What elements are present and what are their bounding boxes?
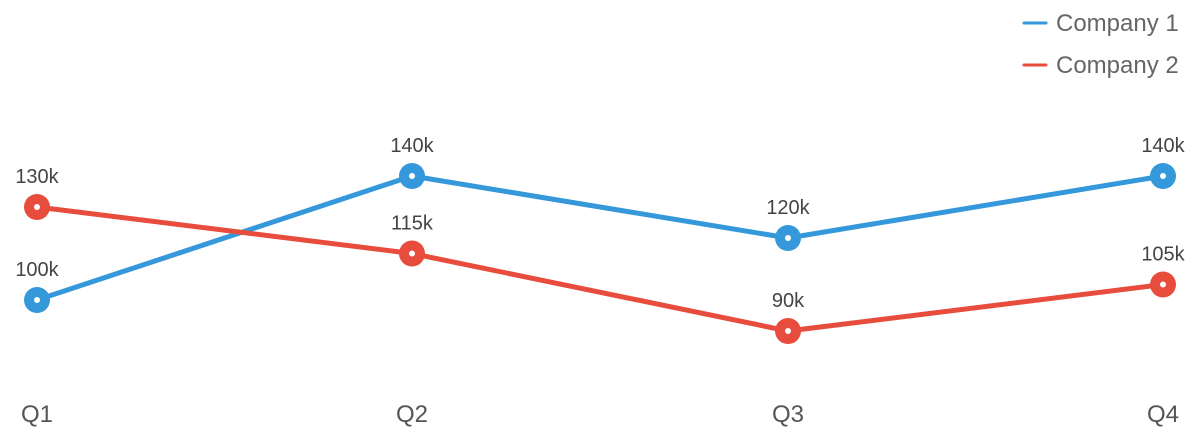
data-point-center xyxy=(409,173,415,179)
data-label-company-1-q2: 140k xyxy=(390,135,434,157)
data-label-company-2-q2: 115k xyxy=(391,213,434,235)
data-label-company-1-q4: 140k xyxy=(1141,135,1185,157)
x-axis: Q1 Q2 Q3 Q4 xyxy=(21,401,1179,428)
data-point-center xyxy=(785,235,791,241)
legend-label-company-1: Company 1 xyxy=(1056,10,1179,37)
legend: Company 1 Company 2 xyxy=(1022,10,1179,79)
series-lines xyxy=(36,173,1164,334)
data-label-company-2-q1: 130k xyxy=(15,166,59,188)
x-tick-label-q3: Q3 xyxy=(772,401,804,428)
data-point-center xyxy=(785,328,791,334)
legend-item-company-1[interactable]: Company 1 xyxy=(1022,10,1179,37)
data-label-company-1-q1: 100k xyxy=(15,259,59,281)
x-tick-label-q2: Q2 xyxy=(396,401,428,428)
data-point-center xyxy=(1160,281,1166,288)
data-point-center xyxy=(1160,173,1166,179)
x-tick-label-q4: Q4 xyxy=(1147,401,1179,428)
data-point-center xyxy=(409,250,415,257)
data-point-center xyxy=(34,297,40,303)
data-point-company-1-q2[interactable] xyxy=(399,163,425,189)
data-point-company-1-q3[interactable] xyxy=(775,225,801,251)
series-points xyxy=(24,163,1176,344)
series-line-company-2 xyxy=(36,204,1164,334)
x-tick-label-q1: Q1 xyxy=(21,401,53,428)
data-point-center xyxy=(34,204,40,210)
data-point-company-1-q4[interactable] xyxy=(1150,163,1176,189)
series-line-company-1 xyxy=(36,173,1164,303)
data-point-company-2-q4[interactable] xyxy=(1150,271,1176,298)
data-label-company-2-q3: 90k xyxy=(772,290,805,312)
data-point-company-1-q1[interactable] xyxy=(24,287,50,313)
data-point-company-2-q2[interactable] xyxy=(399,240,425,267)
legend-item-company-2[interactable]: Company 2 xyxy=(1022,52,1179,79)
legend-label-company-2: Company 2 xyxy=(1056,52,1179,79)
data-labels: 100k 140k 120k 140k 130k 115k 90k 105k xyxy=(15,135,1185,312)
data-point-company-2-q3[interactable] xyxy=(775,318,801,344)
data-label-company-2-q4: 105k xyxy=(1141,244,1185,266)
data-label-company-1-q3: 120k xyxy=(766,197,810,219)
data-point-company-2-q1[interactable] xyxy=(24,194,50,220)
